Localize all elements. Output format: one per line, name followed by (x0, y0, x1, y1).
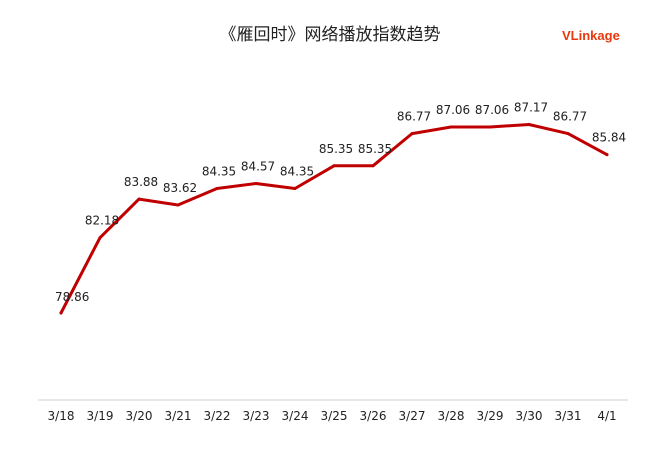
data-label: 87.06 (475, 103, 509, 117)
data-point (410, 132, 414, 136)
data-point (137, 197, 141, 201)
data-point (449, 125, 453, 129)
data-point (527, 123, 531, 126)
data-point (59, 311, 63, 315)
plot-area: 3/18 3/19 3/20 3/21 3/22 3/23 3/24 3/25 3/26 3/27… (38, 101, 628, 423)
data-point (488, 125, 492, 129)
data-label: 86.77 (553, 110, 587, 124)
x-tick-label: 3/25 (321, 409, 348, 423)
x-tick-label: 3/30 (516, 409, 543, 423)
x-tick-label: 3/26 (360, 409, 387, 423)
data-point (293, 186, 297, 190)
x-tick-label: 3/21 (165, 409, 192, 423)
data-label: 84.35 (280, 164, 314, 178)
data-label: 85.84 (592, 131, 626, 145)
data-label: 82.18 (85, 214, 119, 228)
data-label: 86.77 (397, 110, 431, 124)
x-tick-label: 3/29 (477, 409, 504, 423)
x-tick-label: 3/22 (204, 409, 231, 423)
data-point (98, 236, 102, 240)
x-tick-label: 3/18 (48, 409, 75, 423)
data-point (566, 132, 570, 136)
data-point (605, 153, 609, 157)
x-tick-label: 3/20 (126, 409, 153, 423)
data-point (215, 186, 219, 190)
data-point (332, 164, 336, 168)
data-label: 85.35 (319, 142, 353, 156)
data-point (176, 203, 180, 207)
data-point (254, 181, 258, 185)
data-label: 83.62 (163, 181, 197, 195)
x-tick-label: 3/31 (555, 409, 582, 423)
data-label: 84.35 (202, 164, 236, 178)
data-point (371, 164, 375, 168)
data-label: 78.86 (55, 290, 89, 304)
brand-logo-text: VLinkage (562, 28, 620, 43)
data-label: 84.57 (241, 159, 275, 173)
x-tick-label: 4/1 (597, 409, 616, 423)
data-label: 83.88 (124, 175, 158, 189)
x-tick-label: 3/24 (282, 409, 309, 423)
brand-logo: VLinkage (562, 28, 620, 43)
x-tick-label: 3/28 (438, 409, 465, 423)
x-tick-label: 3/23 (243, 409, 270, 423)
data-label: 87.06 (436, 103, 470, 117)
chart-title: 《雁回时》网络播放指数趋势 (219, 25, 441, 45)
x-tick-label: 3/19 (87, 409, 114, 423)
x-tick-label: 3/27 (399, 409, 426, 423)
data-label: 87.17 (514, 101, 548, 115)
data-label: 85.35 (358, 142, 392, 156)
